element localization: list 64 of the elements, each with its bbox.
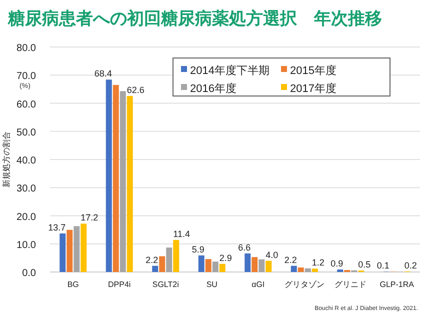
bar [205,259,212,272]
x-tick-label: GLP-1RA [380,280,415,289]
data-label: 68.4 [94,68,112,79]
bar [219,264,226,272]
y-tick-label: 30.0 [16,184,36,195]
data-label: 6.6 [238,242,251,252]
data-label: 2.9 [219,252,232,263]
y-tick-label: 60.0 [16,99,36,110]
data-label: 13.7 [48,222,66,232]
data-label: 0.1 [376,260,390,271]
bar [166,248,172,272]
bar [198,255,204,272]
bar [312,268,318,272]
y-tick-label: 50.0 [16,127,36,138]
data-label: 11.4 [173,228,190,239]
bar [212,262,218,272]
legend-label: 2014年度下半期 [190,64,270,77]
x-tick-label: BG [67,280,79,289]
bar [298,268,304,272]
x-tick-label: αGI [252,280,265,289]
y-tick-label: 0.0 [22,268,36,279]
data-label: 0.9 [330,258,344,268]
y-tick-label: 80.0 [16,43,36,54]
data-label: 2.2 [284,254,297,265]
data-label: 0.2 [404,260,417,270]
bar [112,84,119,272]
data-label: 62.6 [126,84,144,95]
x-tick-label: DPP4i [108,280,131,289]
legend-label: 2016年度 [190,82,236,95]
y-tick-label: 20.0 [16,212,36,223]
data-label: 5.9 [192,244,204,254]
bar [266,260,272,272]
bar [337,269,344,272]
data-label: 0.5 [358,260,371,270]
bar [252,257,258,272]
data-label: 1.2 [312,258,324,268]
bar [106,80,112,272]
x-tick-label: SGLT2i [152,280,180,289]
data-label: 17.2 [80,212,98,223]
legend-label: 2015年度 [290,64,336,77]
x-tick-label: SU [206,280,218,289]
bar [159,256,166,272]
bar [80,224,87,272]
bar [244,253,251,272]
bar [126,96,133,272]
data-label: 2.2 [146,254,158,265]
y-tick-label: 10.0 [16,240,36,251]
x-tick-label: グリタゾン [284,280,324,289]
bar [258,259,265,272]
bar [173,240,180,272]
x-tick-label: グリニド [334,280,367,289]
bar [290,266,297,272]
bar [120,91,126,272]
chart-title: 糖尿病患者への初回糖尿病薬処方選択 年次推移 [7,9,382,28]
legend-label: 2017年度 [290,82,336,95]
y-axis-title: 新規処方の割合 [2,132,11,188]
bar [60,233,66,272]
y-tick-label: 70.0 [16,71,36,82]
y-tick-label: 40.0 [16,156,36,166]
bar [304,268,311,272]
bar [152,266,158,272]
data-label: 4.0 [266,250,278,260]
bar [66,230,73,272]
bar [74,226,80,272]
